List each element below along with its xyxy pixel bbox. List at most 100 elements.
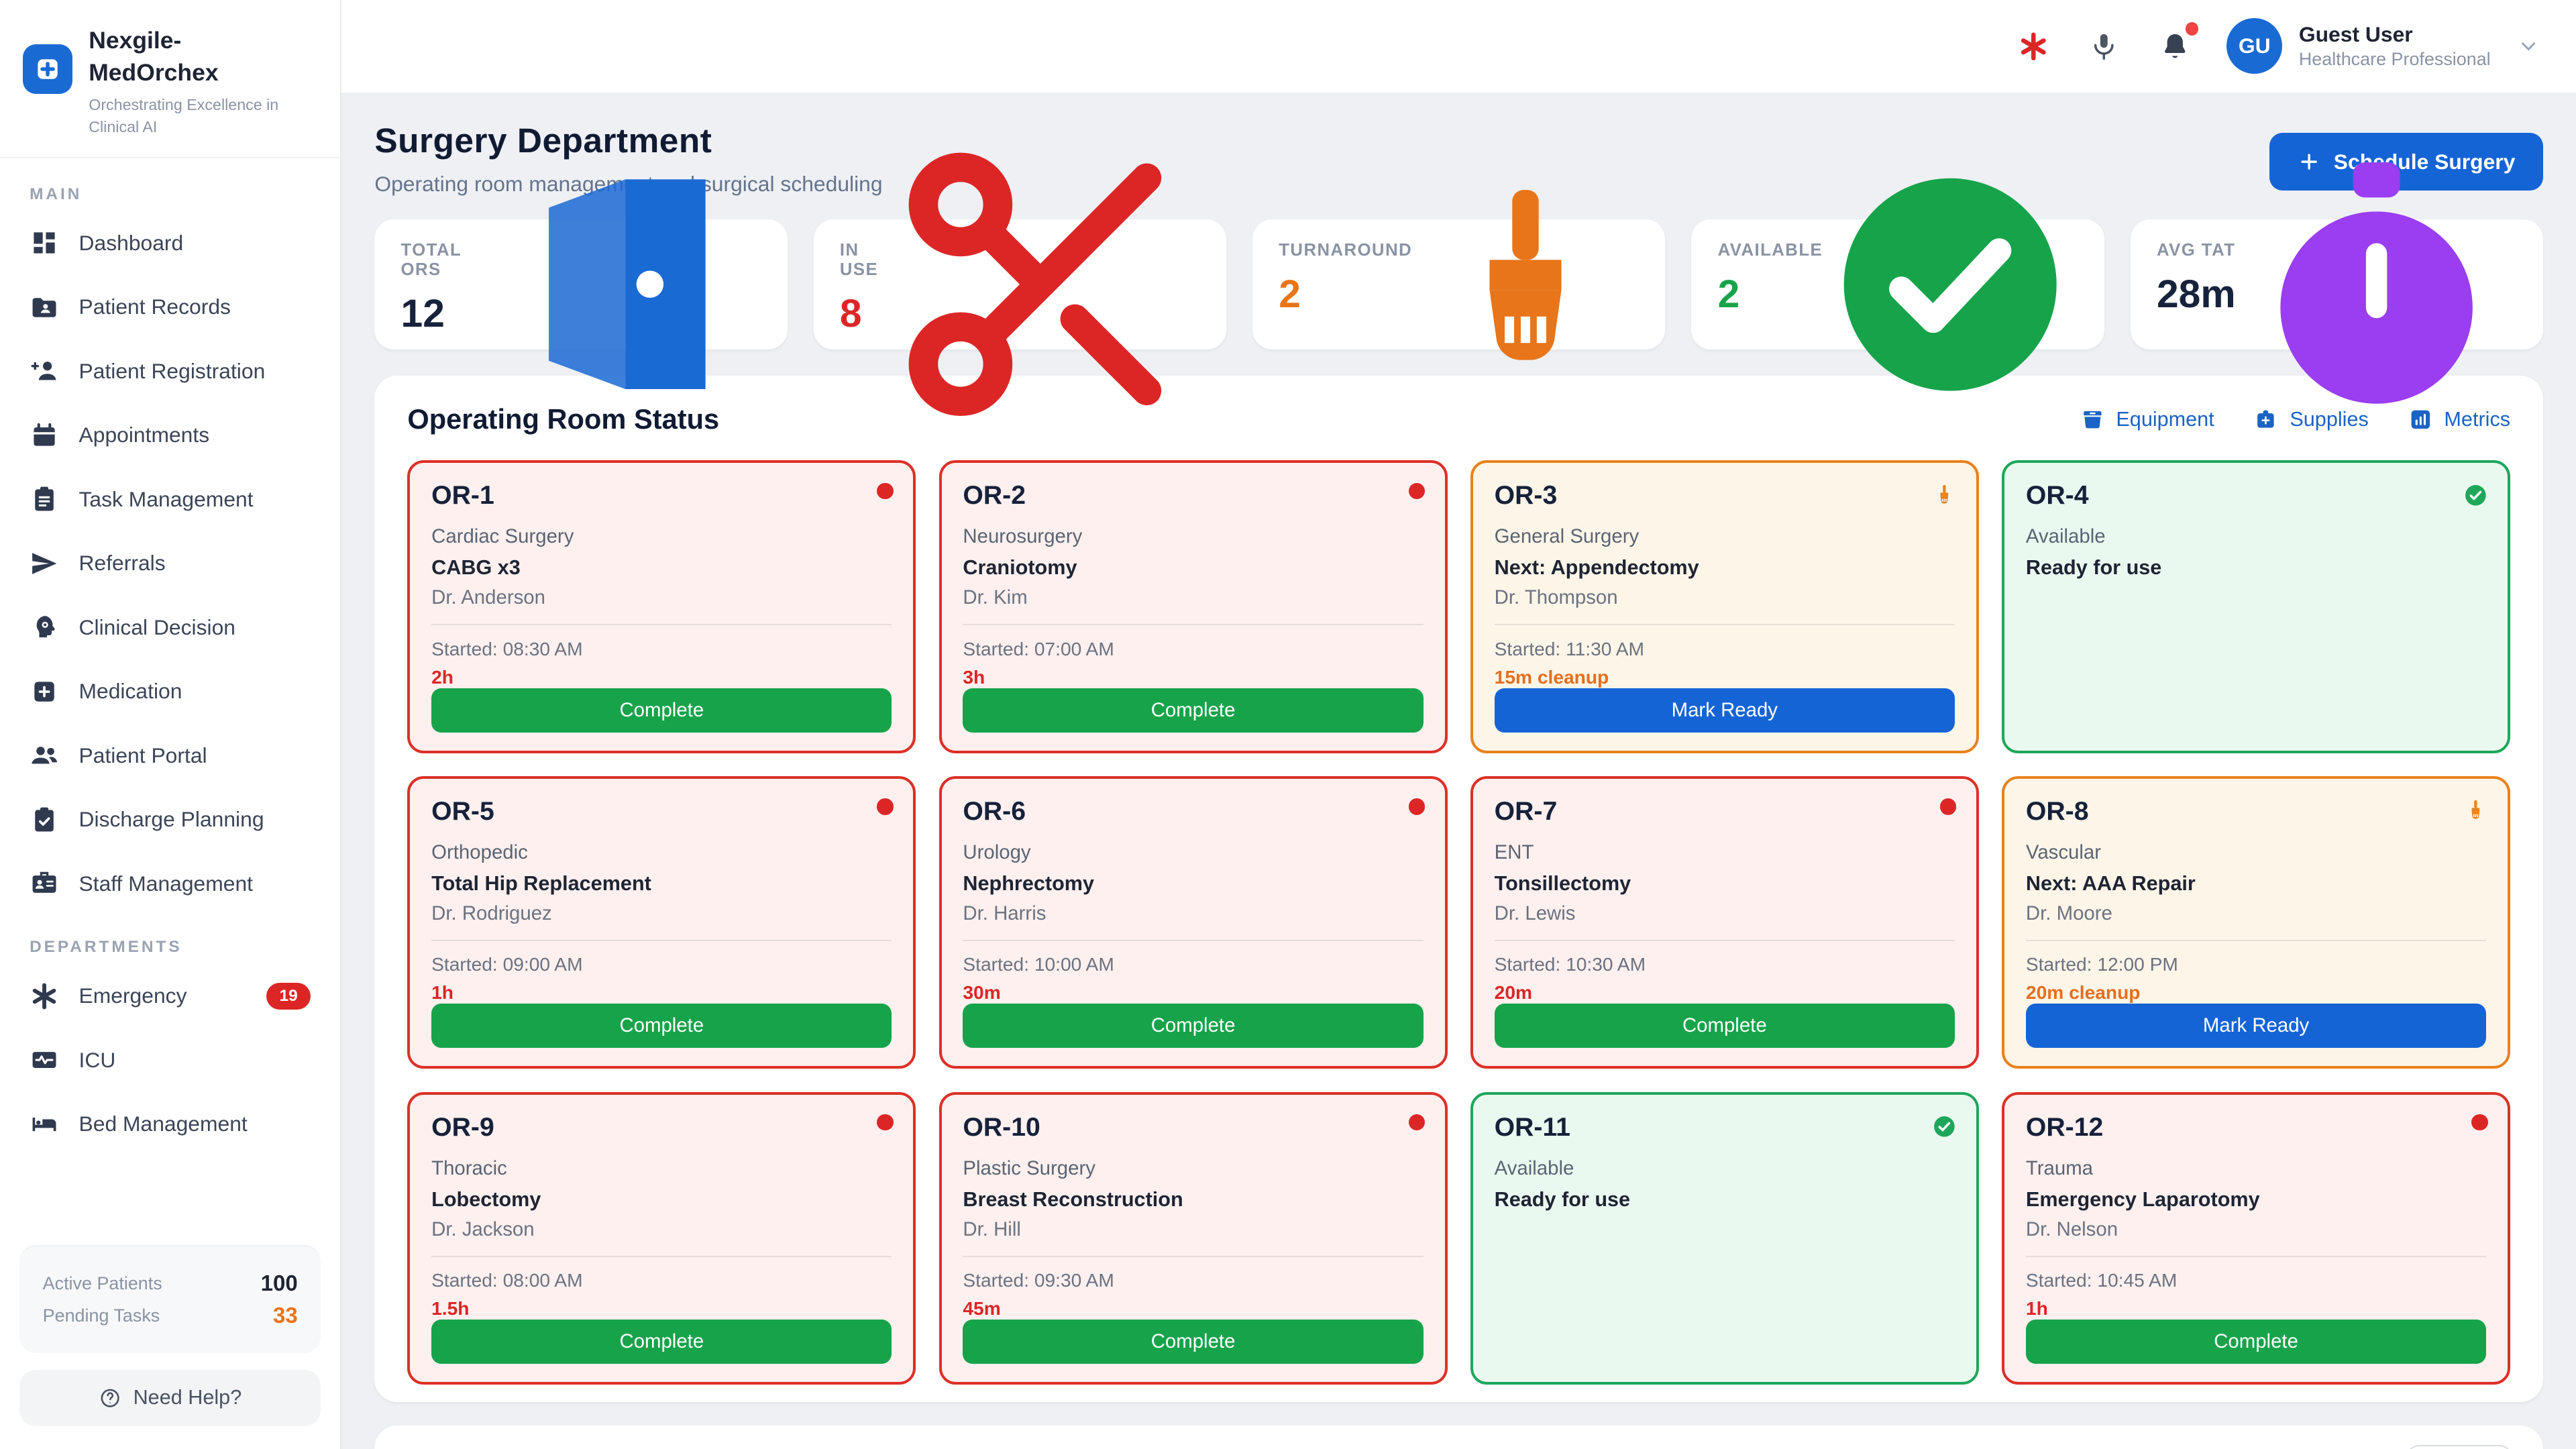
help-circle-icon [99, 1387, 121, 1409]
or-status-indicator [1940, 798, 1956, 814]
complete-button[interactable]: Complete [431, 1004, 892, 1048]
sidebar-item-clinical-decision[interactable]: Clinical Decision [16, 598, 323, 657]
sidebar-item-emergency[interactable]: Emergency19 [16, 967, 323, 1026]
door-icon [465, 136, 761, 432]
or-room-title: OR-4 [2026, 481, 2486, 511]
sidebar-item-appointments[interactable]: Appointments [16, 406, 323, 465]
sidebar-item-label: Bed Management [79, 1112, 248, 1136]
nav-section-label: DEPARTMENTS [16, 918, 323, 967]
need-help-button[interactable]: Need Help? [19, 1370, 321, 1426]
brush-icon [1412, 171, 1639, 398]
or-procedure: Next: AAA Repair [2026, 872, 2486, 896]
sidebar-item-dashboard[interactable]: Dashboard [16, 213, 323, 272]
sidebar-item-discharge-planning[interactable]: Discharge Planning [16, 790, 323, 849]
emergency-asterisk-icon[interactable] [2015, 28, 2052, 65]
dashboard-icon [30, 228, 59, 258]
notifications-bell-icon[interactable] [2156, 28, 2194, 65]
equipment-link[interactable]: Equipment [2080, 407, 2214, 432]
timer-icon [2236, 144, 2517, 425]
supplies-link[interactable]: Supplies [2253, 407, 2368, 432]
sidebar-item-referrals[interactable]: Referrals [16, 534, 323, 593]
or-room-title: OR-12 [2026, 1113, 2486, 1142]
or-specialty: Vascular [2026, 841, 2486, 864]
topbar: GU Guest User Healthcare Professional [341, 0, 2576, 94]
sidebar: Nexgile-MedOrchex Orchestrating Excellen… [0, 0, 341, 1449]
in-use-dot-indicator [877, 1114, 893, 1130]
or-card-or-7: OR-7ENTTonsillectomyDr. LewisStarted: 10… [1470, 776, 1979, 1069]
pending-tasks-value: 33 [273, 1303, 298, 1329]
complete-button[interactable]: Complete [963, 1320, 1423, 1364]
or-duration: 20m [1495, 982, 1955, 1004]
or-duration: 20m cleanup [2026, 982, 2486, 1004]
sidebar-item-icu[interactable]: ICU [16, 1030, 323, 1089]
sidebar-item-patient-records[interactable]: Patient Records [16, 278, 323, 337]
complete-button[interactable]: Complete [431, 1320, 892, 1364]
check-circle-icon [1932, 1114, 1957, 1139]
or-procedure: Nephrectomy [963, 872, 1423, 896]
complete-button[interactable]: Complete [1495, 1004, 1955, 1048]
or-meta: Started: 09:00 AM1h [431, 940, 892, 1004]
stat-card-in-use: IN USE8 [814, 219, 1226, 349]
sidebar-item-task-management[interactable]: Task Management [16, 470, 323, 529]
or-started-time: Started: 09:00 AM [431, 954, 892, 975]
complete-button[interactable]: Complete [2026, 1320, 2486, 1364]
sidebar-item-label: Staff Management [79, 871, 254, 896]
discharge-planning-icon [30, 805, 59, 835]
stat-card-turnaround: TURNAROUND2 [1252, 219, 1665, 349]
or-meta: Started: 07:00 AM3h [963, 624, 1423, 688]
stat-value: 28m [2157, 272, 2236, 317]
sidebar-item-bed-management[interactable]: Bed Management [16, 1095, 323, 1154]
complete-button[interactable]: Complete [963, 1004, 1423, 1048]
medical-plus-icon [23, 44, 72, 93]
sidebar-item-staff-management[interactable]: Staff Management [16, 854, 323, 913]
or-status-indicator [1409, 483, 1425, 499]
sidebar-item-label: Patient Records [79, 294, 231, 319]
complete-button[interactable]: Complete [431, 688, 892, 733]
sidebar-item-patient-registration[interactable]: Patient Registration [16, 341, 323, 400]
or-meta: Started: 11:30 AM15m cleanup [1495, 624, 1955, 688]
or-started-time: Started: 10:00 AM [963, 954, 1423, 975]
or-procedure: Breast Reconstruction [963, 1188, 1423, 1212]
stats-row: TOTAL ORS12IN USE8TURNAROUND2AVAILABLE2A… [374, 219, 2543, 349]
collapsed-button[interactable] [2405, 1445, 2514, 1449]
or-status-indicator [1932, 1114, 1957, 1139]
or-card-or-1: OR-1Cardiac SurgeryCABG x3Dr. AndersonSt… [407, 460, 916, 753]
sidebar-item-medication[interactable]: Medication [16, 662, 323, 721]
sidebar-item-patient-portal[interactable]: Patient Portal [16, 726, 323, 785]
or-specialty: Trauma [2026, 1157, 2486, 1180]
complete-button[interactable]: Complete [963, 688, 1423, 733]
in-use-dot-indicator [1940, 798, 1956, 814]
metrics-link[interactable]: Metrics [2408, 407, 2511, 432]
check-circle-icon [1823, 157, 2078, 412]
link-label: Supplies [2290, 408, 2368, 431]
user-name: Guest User [2299, 21, 2491, 48]
or-meta: Started: 10:45 AM1h [2026, 1256, 2486, 1320]
or-status-title: Operating Room Status [407, 403, 719, 435]
or-procedure: Ready for use [1495, 1188, 1955, 1212]
or-room-title: OR-9 [431, 1113, 892, 1142]
emergency-icon [30, 981, 59, 1011]
or-started-time: Started: 11:30 AM [1495, 639, 1955, 660]
or-specialty: Available [1495, 1157, 1955, 1180]
or-duration: 1.5h [431, 1298, 892, 1320]
or-started-time: Started: 10:30 AM [1495, 954, 1955, 975]
stat-value: 2 [1718, 272, 1823, 317]
or-procedure: Craniotomy [963, 556, 1423, 580]
microphone-icon[interactable] [2086, 28, 2123, 65]
or-doctor: Dr. Harris [963, 902, 1423, 925]
or-started-time: Started: 08:00 AM [431, 1270, 892, 1291]
sidebar-item-label: Emergency [79, 983, 187, 1008]
below-fold-card [374, 1426, 2543, 1449]
brand-name: Nexgile-MedOrchex [89, 25, 286, 89]
task-management-icon [30, 484, 59, 514]
mark-ready-button[interactable]: Mark Ready [2026, 1004, 2486, 1048]
or-meta: Started: 09:30 AM45m [963, 1256, 1423, 1320]
or-status-indicator [877, 1114, 893, 1130]
mark-ready-button[interactable]: Mark Ready [1495, 688, 1955, 733]
or-room-title: OR-2 [963, 481, 1423, 511]
sidebar-item-label: Medication [79, 679, 182, 704]
chevron-down-icon [2517, 35, 2540, 58]
user-menu[interactable]: GU Guest User Healthcare Professional [2226, 18, 2540, 74]
check-circle-icon [2463, 483, 2488, 508]
brand-tagline: Orchestrating Excellence in Clinical AI [89, 94, 317, 138]
